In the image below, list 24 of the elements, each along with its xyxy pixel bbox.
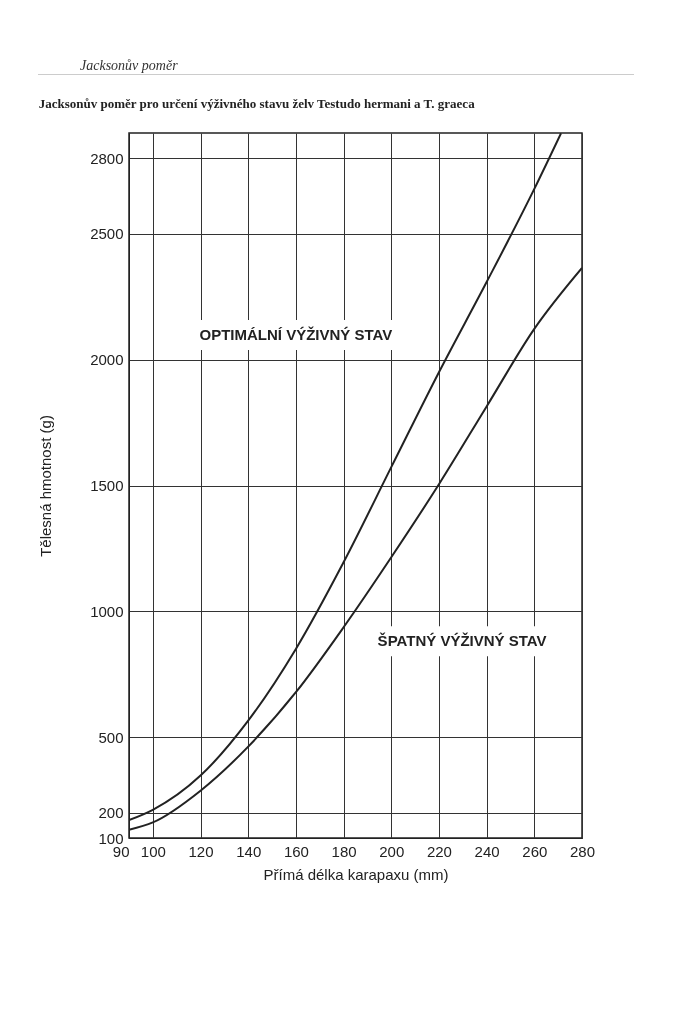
y-tick-label: 100 bbox=[98, 829, 124, 847]
x-axis-title: Přímá délka karapaxu (mm) bbox=[263, 865, 449, 883]
x-tick-label: 180 bbox=[331, 842, 357, 860]
annotation: ŠPATNÝ VÝŽIVNÝ STAV bbox=[377, 632, 547, 650]
x-tick-label: 140 bbox=[236, 842, 262, 860]
text: Jacksonův poměr bbox=[38, 58, 634, 75]
x-tick-label: 240 bbox=[474, 842, 500, 860]
x-tick-label: 200 bbox=[379, 842, 405, 860]
x-tick-label: 160 bbox=[283, 842, 309, 860]
x-tick-label: 100 bbox=[140, 842, 166, 860]
y-tick-label: 500 bbox=[98, 728, 124, 746]
y-tick-label: 200 bbox=[98, 804, 124, 822]
x-tick-label: 120 bbox=[188, 842, 214, 860]
y-axis-title: Tělesná hmotnost (g) bbox=[37, 415, 55, 557]
y-tick-label: 2800 bbox=[90, 149, 124, 167]
y-tick-label: 1000 bbox=[90, 602, 124, 620]
y-tick-label: 1500 bbox=[90, 477, 124, 494]
x-tick-label: 260 bbox=[522, 842, 548, 860]
y-tick-label: 2000 bbox=[90, 351, 124, 369]
x-tick-label: 220 bbox=[426, 842, 452, 860]
annotation: OPTIMÁLNÍ VÝŽIVNÝ STAV bbox=[199, 325, 393, 343]
chart-title: Jacksonův poměr pro určení výživného stavu želv Testudo hermani a T. graeca bbox=[38, 96, 476, 111]
y-tick-label: 2500 bbox=[90, 225, 124, 243]
x-tick-label: 280 bbox=[569, 842, 596, 860]
